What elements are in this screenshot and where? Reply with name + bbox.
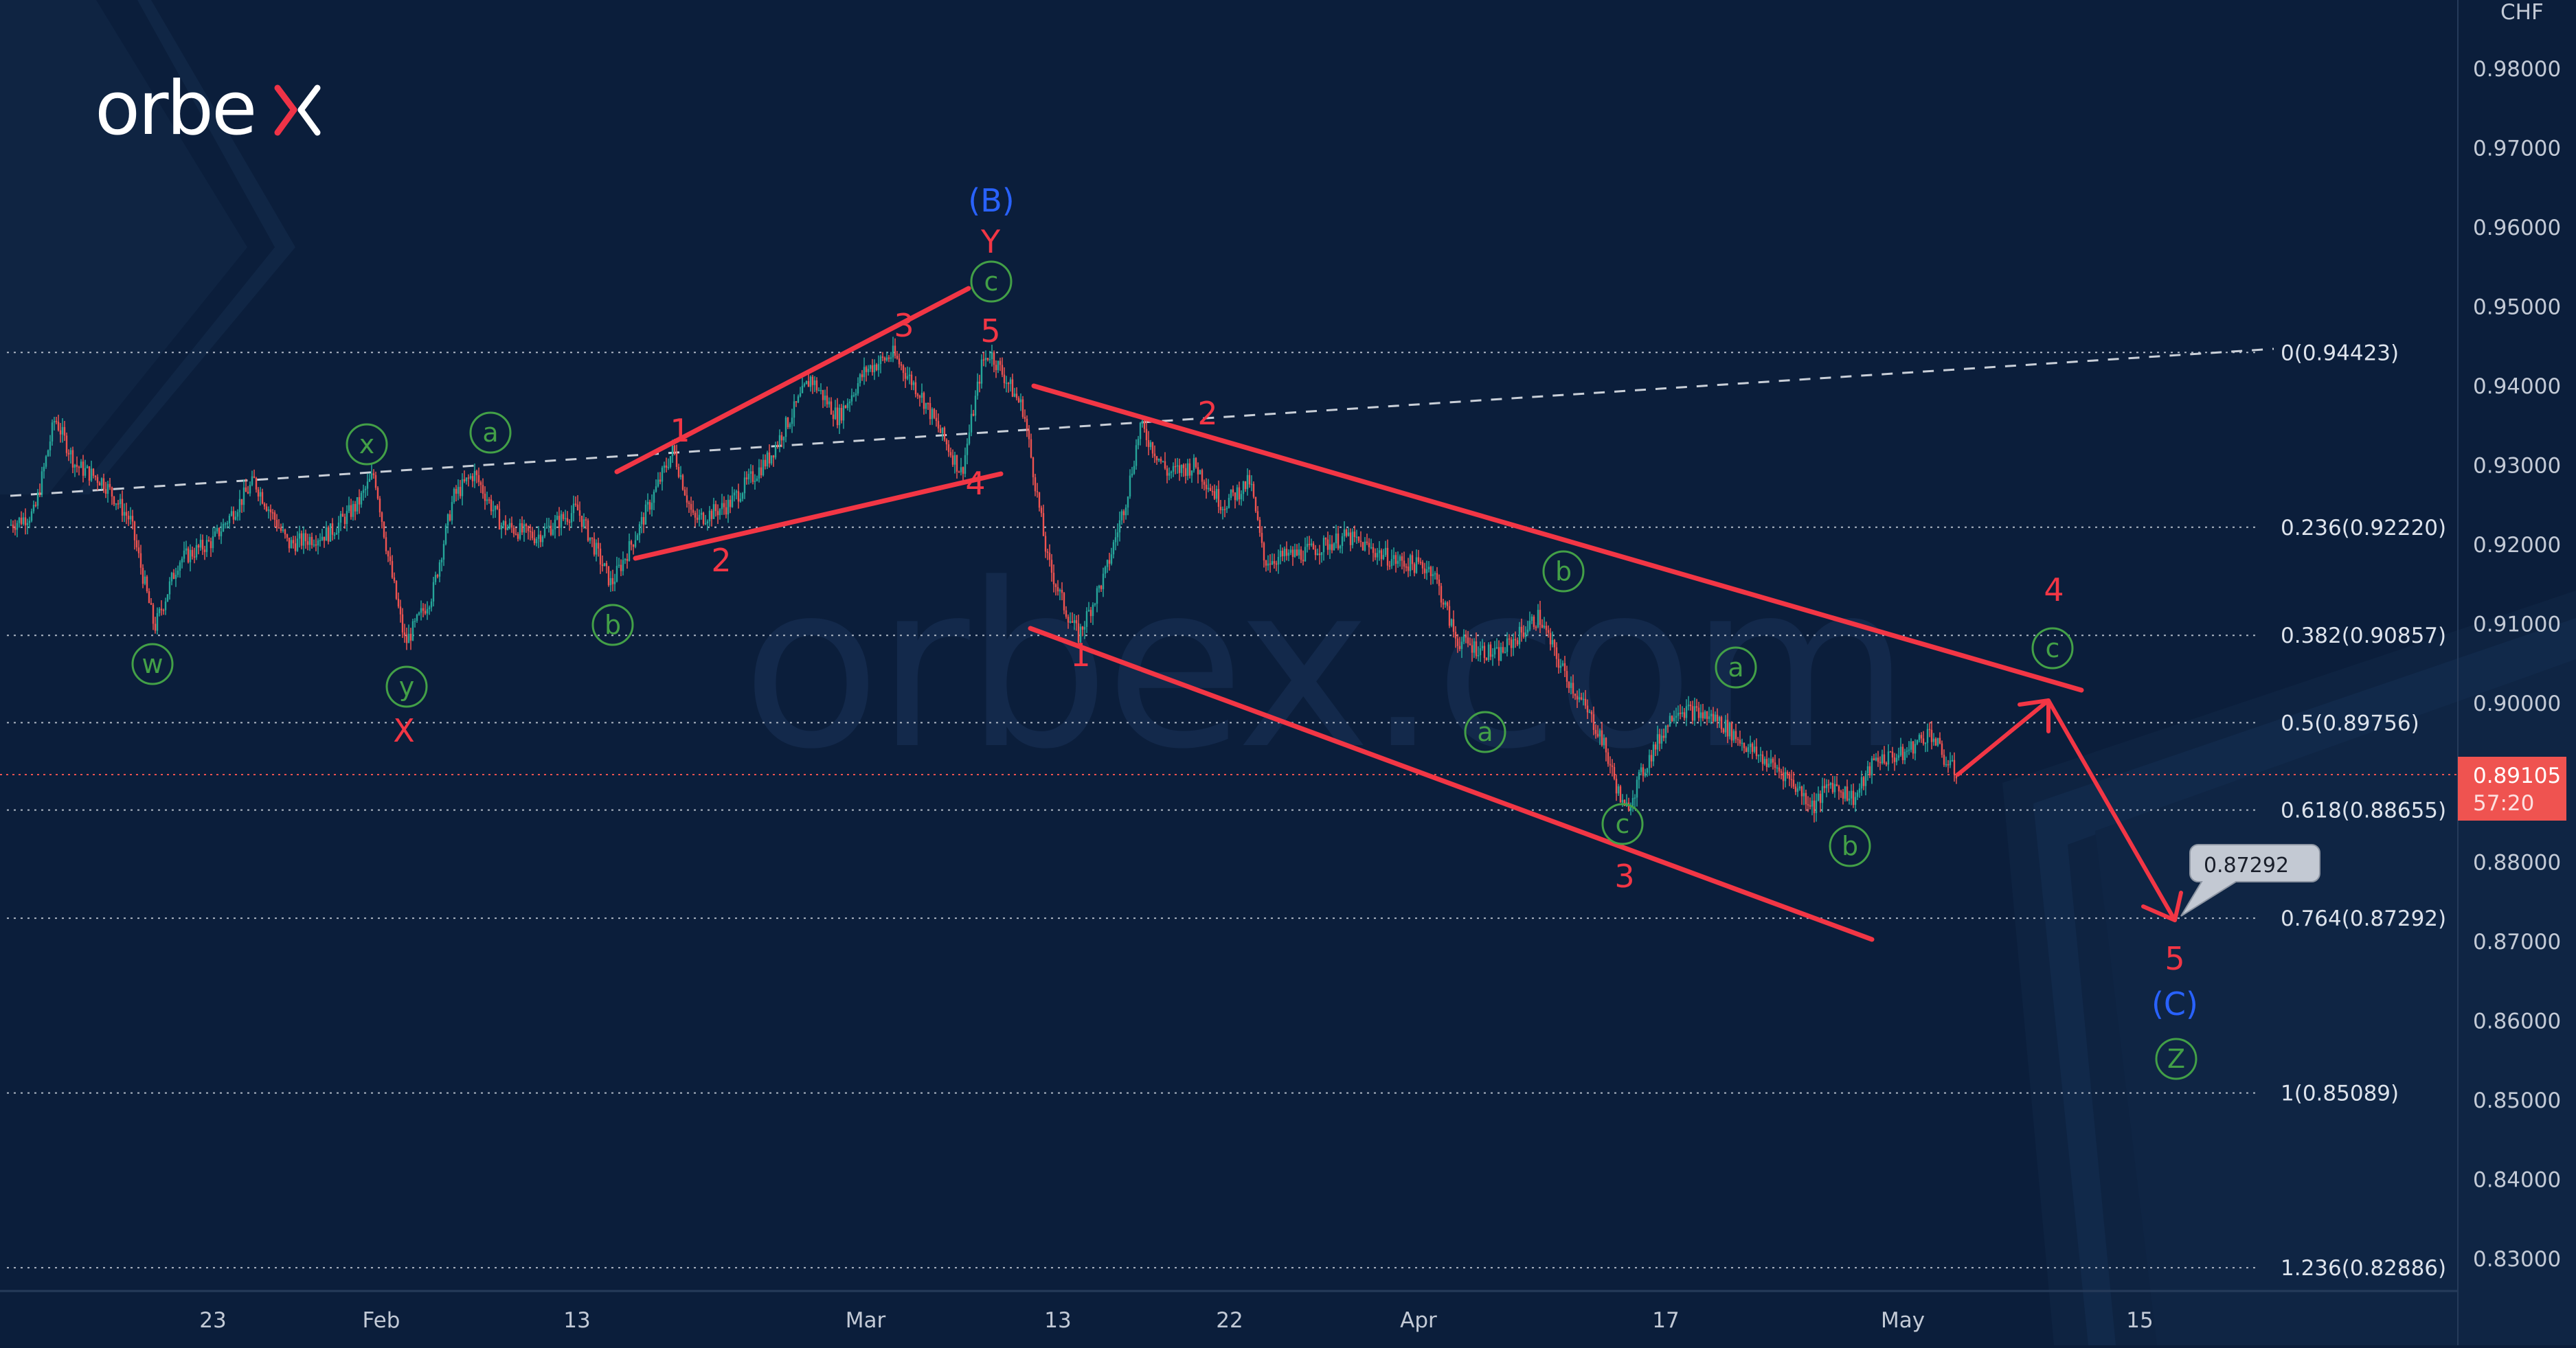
svg-text:w: w	[142, 649, 163, 679]
bar-countdown: 57:20	[2473, 791, 2534, 816]
svg-text:x: x	[359, 429, 375, 459]
wave-label-red: X	[393, 712, 415, 749]
svg-text:c: c	[2046, 633, 2060, 663]
wave-label-blue: (C)	[2151, 985, 2198, 1023]
price-tick: 0.94000	[2473, 374, 2561, 399]
svg-text:y: y	[399, 672, 415, 702]
wave-label-blue: (B)	[968, 182, 1014, 219]
wave-label-green: a	[469, 411, 512, 454]
price-tick: 0.97000	[2473, 137, 2561, 161]
time-tick: 13	[1044, 1308, 1071, 1333]
wave-label-green: w	[131, 643, 174, 685]
fib-label: 1(0.85089)	[2281, 1082, 2399, 1106]
price-tick: 0.93000	[2473, 454, 2561, 479]
svg-text:a: a	[1728, 652, 1743, 683]
price-tick: 0.91000	[2473, 613, 2561, 637]
wave-label-red: 5	[980, 312, 1000, 350]
arrow-head-up	[2018, 698, 2050, 733]
price-tick: 0.96000	[2473, 216, 2561, 240]
current-price-value: 0.89105	[2473, 764, 2561, 788]
arrow-head-down	[2141, 891, 2183, 922]
price-tick: 0.92000	[2473, 533, 2561, 558]
target-callout-text: 0.87292	[2204, 854, 2289, 878]
fib-label: 1.236(0.82886)	[2281, 1256, 2446, 1281]
svg-text:b: b	[1842, 831, 1858, 861]
price-tick: 0.85000	[2473, 1088, 2561, 1113]
price-tick: 0.86000	[2473, 1009, 2561, 1033]
time-tick: 22	[1216, 1308, 1243, 1333]
fib-label: 0(0.94423)	[2281, 341, 2399, 365]
svg-text:orbe: orbe	[95, 66, 255, 152]
wave-label-red: 3	[1614, 858, 1634, 895]
time-tick: Apr	[1400, 1308, 1437, 1333]
svg-text:b: b	[605, 610, 621, 640]
fib-label: 0.236(0.92220)	[2281, 516, 2446, 540]
price-axis-currency: CHF	[2500, 0, 2544, 25]
wedge-upper-line	[614, 286, 971, 475]
price-tick: 0.90000	[2473, 692, 2561, 716]
wave-label-red: 2	[1197, 395, 1217, 432]
time-tick: 17	[1652, 1308, 1679, 1333]
forecast-path	[1956, 698, 2183, 922]
price-tick: 0.84000	[2473, 1167, 2561, 1192]
price-tick: 0.95000	[2473, 295, 2561, 320]
svg-text:a: a	[482, 418, 498, 448]
wave-label-green: Z	[2155, 1038, 2197, 1080]
logo-text: orbe	[95, 66, 255, 152]
price-tick: 0.98000	[2473, 57, 2561, 82]
wave-label-red: 1	[670, 412, 690, 449]
fib-label: 0.764(0.87292)	[2281, 906, 2446, 931]
price-candles	[10, 336, 1958, 823]
fibonacci-levels: 0(0.94423) 0.236(0.92220) 0.382(0.90857) 0.…	[7, 341, 2446, 1281]
wave-label-green: b	[1542, 550, 1585, 593]
price-tick: 0.83000	[2473, 1247, 2561, 1272]
time-tick: 23	[199, 1308, 226, 1333]
wave-label-green: c	[2031, 627, 2074, 670]
price-tick: 0.87000	[2473, 930, 2561, 955]
wave-label-green: y	[385, 665, 428, 708]
wave-label-green: a	[1715, 646, 1757, 689]
wave-label-red: Y	[980, 223, 1001, 260]
svg-text:c: c	[984, 266, 999, 297]
time-tick: 15	[2126, 1308, 2153, 1333]
fib-label: 0.5(0.89756)	[2281, 711, 2419, 735]
wave-label-red: 5	[2165, 940, 2184, 977]
wedge-lower-line	[633, 471, 1004, 561]
svg-text:c: c	[1616, 809, 1630, 839]
time-tick: Mar	[846, 1308, 886, 1333]
svg-text:a: a	[1477, 717, 1493, 747]
wave-label-red: 2	[711, 542, 731, 579]
fib-label: 0.618(0.88655)	[2281, 799, 2446, 823]
time-tick: May	[1881, 1308, 1925, 1333]
channel-upper-line	[1031, 383, 2084, 693]
price-tick: 0.88000	[2473, 850, 2561, 875]
wave-label-red: 4	[965, 465, 985, 502]
svg-text:b: b	[1555, 556, 1572, 586]
orbex-logo: orbe	[95, 66, 321, 152]
target-callout: 0.87292	[2180, 844, 2320, 917]
time-tick: Feb	[363, 1308, 400, 1333]
wave-label-red: 3	[894, 307, 914, 344]
price-axis: 0.98000 0.97000 0.96000 0.95000 0.94000 0.930…	[2473, 57, 2561, 1272]
wave-label-red: 1	[1070, 637, 1090, 674]
wave-label-green: c	[970, 260, 1013, 303]
wave-label-green: b	[591, 604, 634, 646]
logo-x-icon	[274, 84, 321, 136]
wave-label-green: b	[1829, 825, 1871, 867]
wave-label-red: 4	[2044, 571, 2064, 608]
wave-label-green: x	[346, 423, 388, 466]
current-price-label: 0.89105 57:20	[2458, 757, 2566, 821]
time-tick: 13	[563, 1308, 590, 1333]
channel-lower-line	[1028, 626, 1875, 942]
wave-label-green: a	[1464, 711, 1506, 753]
wave-channels	[614, 286, 2084, 942]
svg-text:Z: Z	[2167, 1044, 2185, 1074]
wave-labels: X Y 1 2 3 4 5 1 2 3 4 5 (B) (C) w x y a b c a b c a b c Z	[131, 182, 2198, 1080]
fib-label: 0.382(0.90857)	[2281, 624, 2446, 648]
wave-label-green: c	[1601, 803, 1644, 845]
time-axis: 23 Feb 13 Mar 13 22 Apr 17 May 15	[199, 1308, 2153, 1333]
